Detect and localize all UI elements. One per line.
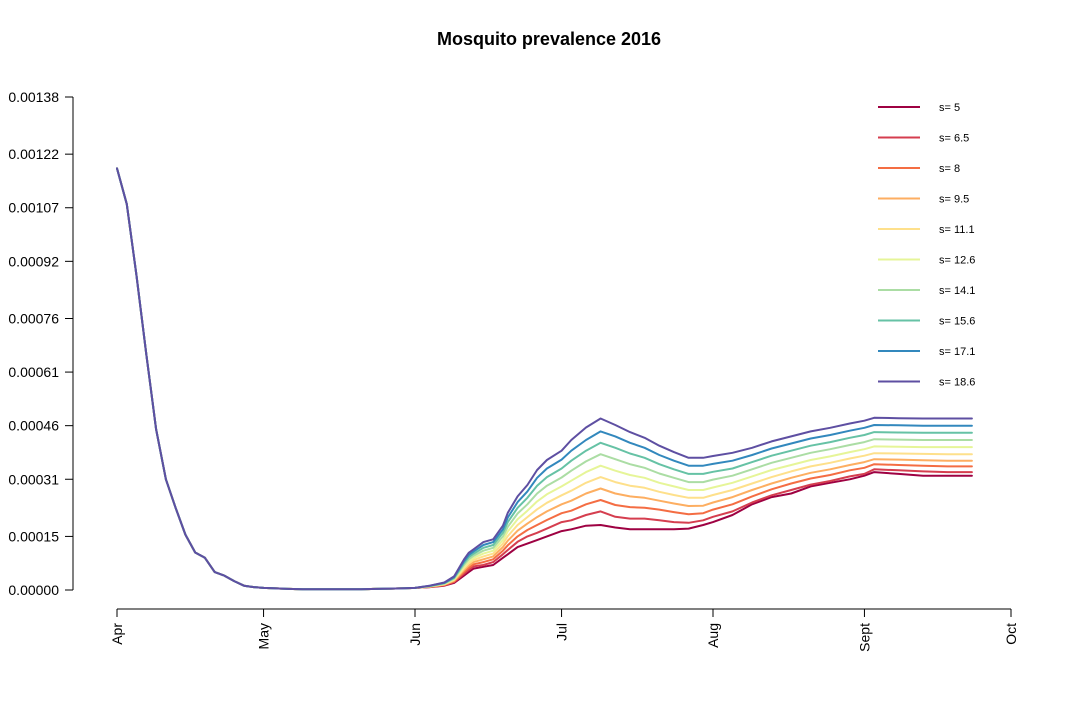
y-tick-label: 0.00092	[8, 253, 59, 269]
series-line-7	[116, 167, 973, 591]
legend-label: s= 18.6	[939, 377, 975, 389]
y-tick-label: 0.00015	[8, 528, 59, 544]
series-line-8	[116, 167, 973, 591]
y-tick-label: 0.00076	[8, 310, 59, 326]
y-tick-label: 0.00031	[8, 471, 59, 487]
x-tick-label: Oct	[1003, 623, 1019, 645]
x-axis: Apr May Jun Jul Aug Sept Oct	[109, 608, 1019, 652]
legend-label: s= 14.1	[939, 285, 975, 297]
legend-label: s= 17.1	[939, 346, 975, 358]
y-axis: 0.00000 0.00015 0.00031 0.00046 0.00061 0.000…	[8, 89, 74, 598]
series-group	[116, 167, 973, 591]
legend-label: s= 6.5	[939, 133, 969, 145]
y-tick-label: 0.00000	[8, 582, 59, 598]
legend-label: s= 11.1	[939, 224, 975, 236]
series-line-6	[116, 167, 973, 591]
series-line-0	[116, 167, 973, 591]
series-line-1	[116, 167, 973, 591]
series-line-2	[116, 167, 973, 591]
chart-title: Mosquito prevalence 2016	[437, 29, 661, 49]
y-tick-label: 0.00046	[8, 418, 59, 434]
x-tick-label: Jul	[554, 623, 570, 641]
y-tick-label: 0.00122	[8, 146, 59, 162]
y-tick-label: 0.00107	[8, 200, 59, 216]
x-tick-label: Aug	[705, 623, 721, 648]
x-tick-label: Sept	[856, 623, 872, 652]
series-line-5	[116, 167, 973, 591]
series-line-4	[116, 167, 973, 591]
y-tick-label: 0.00061	[8, 364, 59, 380]
legend-label: s= 15.6	[939, 316, 975, 328]
legend-label: s= 12.6	[939, 255, 975, 267]
legend-label: s= 8	[939, 163, 960, 175]
x-tick-label: Apr	[109, 623, 125, 645]
legend: s= 5 s= 6.5 s= 8 s= 9.5 s= 11.1 s= 12.6 s= 14.…	[878, 102, 975, 389]
series-line-3	[116, 167, 973, 591]
legend-label: s= 5	[939, 102, 960, 114]
x-tick-label: May	[256, 623, 272, 649]
x-tick-label: Jun	[407, 623, 423, 646]
legend-label: s= 9.5	[939, 194, 969, 206]
y-tick-label: 0.00138	[8, 89, 59, 105]
series-line-9	[116, 167, 973, 591]
